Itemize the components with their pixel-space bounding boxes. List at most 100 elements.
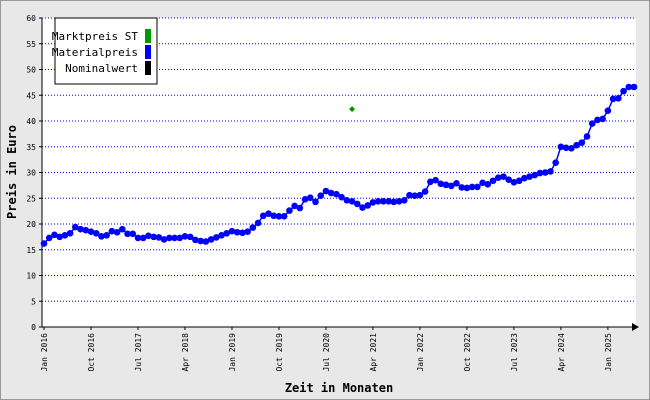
data-point (197, 237, 204, 245)
data-point (286, 207, 293, 214)
data-point (578, 139, 586, 146)
data-point (463, 184, 471, 192)
legend-label: Materialpreis (52, 46, 138, 59)
data-point (390, 198, 398, 206)
data-point (249, 224, 257, 231)
data-point (72, 223, 79, 231)
y-tick-label: 55 (26, 40, 36, 49)
data-point (333, 190, 340, 198)
data-point (369, 199, 377, 206)
x-axis-title: Zeit in Monaten (285, 381, 393, 395)
data-point (202, 238, 210, 245)
data-point (244, 228, 251, 236)
data-point (594, 116, 601, 124)
data-point (176, 234, 184, 242)
x-tick-label: Apr 2024 (557, 333, 566, 372)
data-point (557, 143, 565, 151)
data-point (500, 173, 507, 180)
data-point (338, 193, 345, 201)
data-point (359, 204, 366, 211)
data-point (547, 168, 554, 175)
y-tick-label: 45 (26, 91, 36, 100)
data-point (479, 179, 486, 187)
data-point (442, 181, 450, 189)
data-point (494, 174, 502, 181)
data-point (98, 233, 105, 240)
data-point (416, 191, 424, 199)
data-point (385, 198, 392, 205)
axis-arrow (632, 323, 639, 331)
data-point (453, 180, 460, 187)
data-point (432, 176, 439, 184)
data-point (421, 188, 429, 195)
data-point (505, 176, 512, 184)
data-point (270, 212, 278, 220)
data-point (349, 106, 356, 113)
data-point (353, 200, 361, 208)
legend-label: Marktpreis ST (52, 30, 138, 43)
data-point (82, 226, 90, 234)
data-point (280, 212, 288, 220)
data-point (343, 197, 351, 204)
data-point (447, 182, 455, 190)
data-point (207, 236, 215, 243)
legend-swatch (145, 61, 151, 75)
data-point (124, 230, 131, 238)
data-point (630, 83, 638, 91)
data-point (134, 234, 142, 242)
data-point (181, 233, 189, 240)
data-point (301, 195, 309, 203)
x-tick-label: Jul 2017 (134, 333, 143, 372)
data-point (160, 236, 168, 243)
data-point (145, 232, 152, 240)
legend-swatch (145, 45, 151, 59)
data-point (108, 227, 116, 235)
data-point (228, 227, 236, 235)
y-tick-label: 10 (26, 272, 36, 281)
data-point (66, 229, 74, 237)
data-point (265, 210, 272, 217)
data-point (406, 191, 413, 199)
data-point (51, 231, 58, 239)
data-point (45, 234, 53, 242)
data-point (92, 229, 100, 237)
data-point (306, 194, 314, 202)
data-point (609, 95, 617, 103)
y-tick-label: 20 (26, 220, 36, 229)
data-point (620, 87, 627, 95)
x-tick-label: Oct 2019 (275, 333, 284, 372)
legend-swatch (145, 29, 151, 43)
y-tick-label: 50 (26, 66, 36, 75)
data-point (380, 198, 387, 205)
data-point (139, 234, 147, 242)
data-point (536, 169, 544, 177)
x-tick-label: Apr 2018 (181, 333, 190, 372)
data-point (166, 234, 173, 242)
x-tick-label: Oct 2022 (463, 333, 472, 372)
data-point (599, 115, 606, 123)
data-point (521, 174, 528, 182)
data-point (468, 183, 476, 191)
data-point (275, 212, 283, 220)
data-point (259, 212, 267, 220)
x-tick-label: Jan 2025 (604, 333, 613, 372)
data-point (192, 236, 199, 244)
data-point (213, 234, 220, 241)
data-point (218, 232, 225, 239)
data-point (254, 219, 262, 227)
data-point (400, 197, 408, 204)
data-point (573, 141, 580, 149)
data-point (239, 229, 246, 237)
y-tick-label: 30 (26, 169, 36, 178)
data-point (155, 234, 163, 241)
x-tick-label: Jul 2023 (510, 333, 519, 372)
x-tick-label: Jul 2020 (322, 333, 331, 372)
data-point (322, 187, 330, 195)
data-point (150, 233, 157, 241)
x-tick-label: Oct 2016 (87, 333, 96, 372)
data-point (296, 204, 304, 212)
data-point (552, 159, 559, 167)
data-point (129, 230, 137, 238)
data-point (223, 229, 231, 237)
data-point (458, 184, 465, 191)
